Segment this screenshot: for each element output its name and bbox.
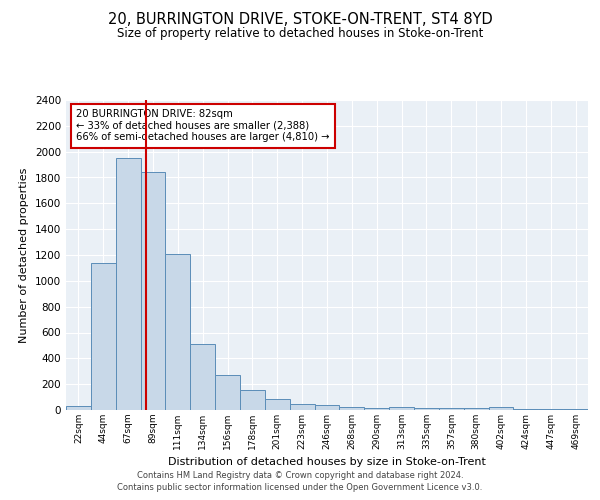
Text: Contains public sector information licensed under the Open Government Licence v3: Contains public sector information licen… (118, 484, 482, 492)
Bar (240, 390, 265, 410)
Bar (166, 254, 190, 410)
Bar (314, 405, 340, 410)
Bar (91, 262, 116, 410)
Bar (464, 408, 488, 410)
Bar (140, 172, 166, 410)
Bar (439, 408, 464, 410)
Bar (364, 408, 389, 410)
X-axis label: Distribution of detached houses by size in Stoke-on-Trent: Distribution of detached houses by size … (168, 458, 486, 468)
Bar (190, 344, 215, 410)
Bar (414, 408, 439, 410)
Bar (265, 399, 290, 410)
Bar (488, 408, 514, 410)
Bar (340, 408, 364, 410)
Bar (538, 408, 563, 410)
Bar (66, 406, 91, 410)
Y-axis label: Number of detached properties: Number of detached properties (19, 168, 29, 342)
Bar (116, 158, 140, 410)
Bar (514, 408, 538, 410)
Text: Size of property relative to detached houses in Stoke-on-Trent: Size of property relative to detached ho… (117, 28, 483, 40)
Bar (389, 408, 414, 410)
Text: 20 BURRINGTON DRIVE: 82sqm
← 33% of detached houses are smaller (2,388)
66% of s: 20 BURRINGTON DRIVE: 82sqm ← 33% of deta… (76, 110, 330, 142)
Bar (215, 375, 240, 410)
Bar (290, 404, 314, 410)
Text: 20, BURRINGTON DRIVE, STOKE-ON-TRENT, ST4 8YD: 20, BURRINGTON DRIVE, STOKE-ON-TRENT, ST… (107, 12, 493, 28)
Text: Contains HM Land Registry data © Crown copyright and database right 2024.: Contains HM Land Registry data © Crown c… (137, 471, 463, 480)
